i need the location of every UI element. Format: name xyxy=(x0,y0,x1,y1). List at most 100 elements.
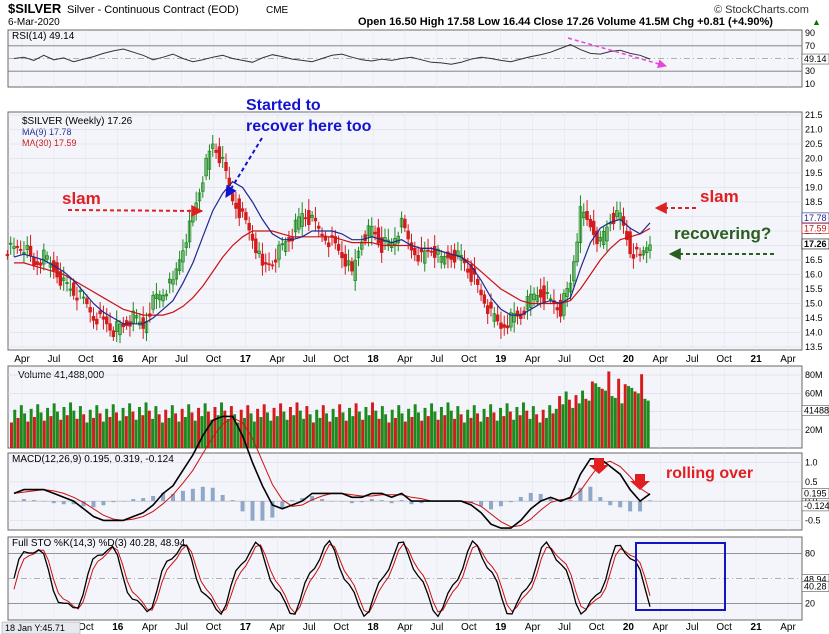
macd-histogram-bar xyxy=(598,497,603,502)
volume-bar xyxy=(620,403,624,448)
rsi-label: RSI(14) 49.14 xyxy=(12,31,75,42)
price-candle xyxy=(578,206,583,244)
volume-bar xyxy=(357,411,361,448)
x-axis-label: Jul xyxy=(558,354,571,365)
price-candle xyxy=(224,161,228,172)
volume-bar xyxy=(46,407,50,448)
price-candle xyxy=(585,211,589,220)
volume-bar xyxy=(627,386,630,448)
price-candle xyxy=(638,253,642,256)
price-candle xyxy=(366,225,371,237)
x-axis-label: Jul xyxy=(303,354,316,365)
volume-bar xyxy=(105,408,109,448)
volume-bar xyxy=(239,409,243,448)
price-candle xyxy=(313,217,318,222)
price-candle xyxy=(75,297,79,301)
volume-bar xyxy=(394,417,397,448)
macd-histogram-bar xyxy=(220,494,225,502)
volume-bar xyxy=(426,416,430,448)
volume-tick-label: 60M xyxy=(805,388,823,398)
volume-bar xyxy=(288,407,292,448)
macd-histogram-bar xyxy=(111,501,116,503)
x-axis-label: Apr xyxy=(780,354,796,365)
volume-bar xyxy=(282,411,286,448)
macd-histogram-bar xyxy=(389,501,394,504)
macd-histogram-bar xyxy=(61,501,66,505)
volume-bar xyxy=(420,420,424,448)
price-tick-label: 14.5 xyxy=(805,313,823,323)
volume-bar xyxy=(479,421,483,448)
volume-bar xyxy=(574,395,578,448)
volume-bar xyxy=(617,378,621,448)
price-candle xyxy=(177,259,182,271)
price-candle xyxy=(555,307,559,311)
volume-bar xyxy=(311,422,315,448)
price-candle xyxy=(273,259,278,263)
price-tick-label: 14.0 xyxy=(805,328,823,338)
volume-bar xyxy=(577,403,581,448)
volume-bar xyxy=(558,396,562,448)
price-candle xyxy=(201,182,205,192)
price-candle xyxy=(277,244,281,260)
price-candle xyxy=(479,289,483,296)
macd-histogram-bar xyxy=(508,501,513,503)
price-candle xyxy=(416,254,420,262)
volume-bar xyxy=(216,415,220,448)
volume-bar xyxy=(190,412,194,448)
macd-histogram-bar xyxy=(12,501,16,502)
volume-bar xyxy=(49,416,53,448)
price-candle xyxy=(350,261,354,272)
volume-bar xyxy=(623,384,627,448)
price-candle xyxy=(171,279,175,285)
x-axis-label: Jul xyxy=(175,622,188,633)
price-candle xyxy=(336,244,341,251)
volume-bar xyxy=(249,413,253,448)
price-candle xyxy=(45,255,49,260)
annotation-slam-right: slam xyxy=(700,187,739,206)
macd-histogram-bar xyxy=(101,501,106,506)
macd-histogram-bar xyxy=(31,500,36,502)
volume-bar xyxy=(482,408,486,448)
price-candle xyxy=(635,246,639,250)
macd-histogram-bar xyxy=(310,495,315,502)
down-arrow-icon xyxy=(589,458,609,474)
price-candle xyxy=(38,262,43,266)
price-candle xyxy=(264,262,268,265)
volume-bar xyxy=(456,406,460,448)
volume-bar xyxy=(141,415,145,448)
volume-bar xyxy=(206,411,210,448)
volume-bar xyxy=(65,415,69,448)
x-axis-label: 20 xyxy=(623,354,635,365)
volume-bar xyxy=(243,417,246,448)
volume-bar xyxy=(495,420,499,448)
macd-histogram-bar xyxy=(648,500,652,502)
macd-histogram-bar xyxy=(280,501,285,509)
volume-bar xyxy=(42,420,46,448)
price-candle xyxy=(91,316,96,321)
x-axis-label: Oct xyxy=(716,354,732,365)
volume-bar xyxy=(508,411,512,448)
volume-bar xyxy=(439,407,443,448)
macd-histogram-bar xyxy=(91,501,96,508)
volume-bar xyxy=(400,413,404,448)
volume-bar xyxy=(101,421,105,448)
price-candle xyxy=(161,294,165,302)
price-candle xyxy=(403,218,407,229)
macd-histogram-bar xyxy=(528,492,533,502)
price-candle xyxy=(343,253,347,267)
x-axis-label: 17 xyxy=(240,354,252,365)
annotation-recover-line1: Started to xyxy=(246,97,321,114)
price-marker-box xyxy=(801,223,829,234)
volume-bar xyxy=(233,414,237,448)
volume-panel: Volume 41,488,000 80M60M40M20M41488 xyxy=(8,370,829,448)
x-axis-label: 18 xyxy=(368,354,380,365)
volume-bar xyxy=(643,398,647,448)
macd-histogram-bar xyxy=(339,501,344,502)
chart-header: $SILVER Silver - Continuous Contract (EO… xyxy=(8,1,821,28)
volume-bar xyxy=(466,409,470,448)
sto-k-line xyxy=(13,539,651,618)
x-axis-label: Jul xyxy=(303,622,316,633)
rsi-tick-label: 70 xyxy=(805,41,815,51)
volume-bar xyxy=(69,402,73,448)
volume-bar xyxy=(416,412,420,448)
